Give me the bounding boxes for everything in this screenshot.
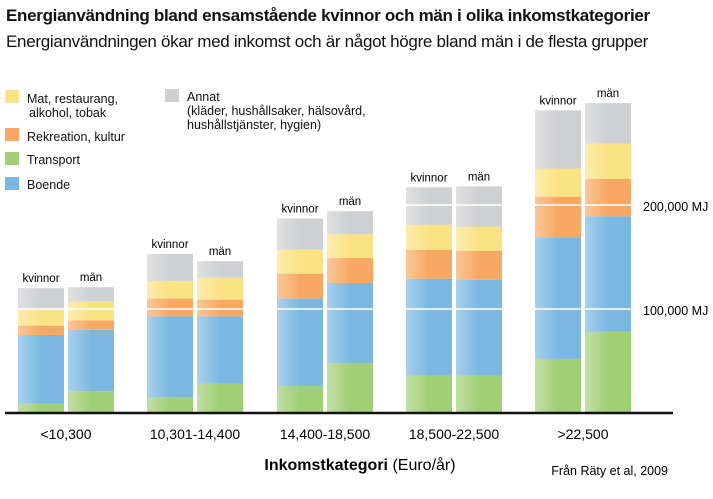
bar-label-kvinnor: kvinnor <box>22 273 59 285</box>
bar-segment-shade <box>68 301 114 321</box>
legend-swatch-annat <box>165 89 179 102</box>
bar-segment-shade <box>406 249 452 279</box>
bar-segment-shade <box>18 335 64 404</box>
bar-segment-shade <box>197 299 243 317</box>
bar-segment-shade <box>585 143 631 179</box>
y-tick-label: 200,000 MJ <box>643 200 708 214</box>
bar-segment-shade <box>406 224 452 250</box>
bar-segment-shade <box>535 237 581 359</box>
legend-swatch-transport <box>5 152 19 165</box>
bar-segment-shade <box>147 316 193 398</box>
chart-title: Energianvändning bland ensamstående kvin… <box>6 6 650 25</box>
bar-segment-shade <box>327 283 373 364</box>
bar-segment-shade <box>277 298 323 386</box>
bar-segment-shade <box>585 331 631 413</box>
bar-segment-shade <box>18 288 64 311</box>
bar-label-kvinnor: kvinnor <box>539 95 576 107</box>
legend-swatch-rekreation <box>5 128 19 141</box>
bar-segment-shade <box>197 261 243 278</box>
bar-segment-shade <box>456 375 502 413</box>
bar-segment-shade <box>197 277 243 300</box>
bar-segment-shade <box>456 186 502 227</box>
bar-segment-shade <box>197 383 243 413</box>
bar-segment-shade <box>327 363 373 413</box>
legend-item-rekreation: Rekreation, kultur <box>27 130 125 144</box>
bar-segment-shade <box>535 168 581 197</box>
bar-segment-shade <box>456 279 502 376</box>
legend-item-annat: Annat (kläder, hushållsaker, hälsovård, hu… <box>187 90 366 132</box>
bar-segment-shade <box>535 110 581 169</box>
x-tick-label: <10,300 <box>41 426 92 442</box>
bar-segment-shade <box>406 375 452 413</box>
bar-segment-shade <box>327 258 373 283</box>
bar-segment-shade <box>68 391 114 413</box>
bar-label-kvinnor: kvinnor <box>410 172 447 184</box>
bar-segment-shade <box>327 234 373 259</box>
bar-segment-shade <box>277 249 323 274</box>
x-tick-label: 14,400-18,500 <box>280 426 371 442</box>
chart-subtitle: Energianvändningen ökar med inkomst och … <box>6 32 649 51</box>
bar-segment-shade <box>147 298 193 317</box>
bar-segment-shade <box>535 358 581 413</box>
bar-segment-shade <box>68 287 114 302</box>
bar-segment-shade <box>147 280 193 299</box>
bar-segment-shade <box>277 385 323 413</box>
x-tick-label: >22,500 <box>558 426 609 442</box>
legend-swatch-boende <box>5 177 19 190</box>
legend-item-boende: Boende <box>27 178 71 192</box>
bar-label-man: män <box>468 171 490 183</box>
bar-segment-shade <box>18 403 64 413</box>
bar-label-man: män <box>597 88 619 100</box>
legend-item-mat: Mat, restaurang, alkohol, tobak <box>27 92 119 120</box>
bar-segment-shade <box>585 216 631 332</box>
bar-segment-shade <box>585 103 631 144</box>
bar-segment-shade <box>456 250 502 280</box>
bar-segment-shade <box>406 187 452 225</box>
bar-segment-shade <box>18 310 64 326</box>
bar-segment-shade <box>277 218 323 250</box>
bar-segment-shade <box>68 329 114 392</box>
bar-label-man: män <box>339 196 361 208</box>
x-axis-title: Inkomstkategori (Euro/år) <box>264 456 455 474</box>
bar-segment-shade <box>456 226 502 251</box>
bar-segment-shade <box>585 179 631 217</box>
x-tick-label: 18,500-22,500 <box>409 426 500 442</box>
bar-segment-shade <box>535 196 581 238</box>
bar-label-kvinnor: kvinnor <box>151 239 188 251</box>
legend-swatch-mat <box>5 90 19 103</box>
source-note: Från Räty et al, 2009 <box>551 464 668 478</box>
bar-segment-shade <box>277 273 323 299</box>
bar-segment-shade <box>147 253 193 281</box>
legend-item-transport: Transport <box>27 153 81 167</box>
bar-label-man: män <box>80 272 102 284</box>
bar-segment-shade <box>147 397 193 413</box>
x-tick-label: 10,301-14,400 <box>150 426 241 442</box>
y-tick-label: 100,000 MJ <box>643 304 708 318</box>
bar-segment-shade <box>18 325 64 335</box>
bar-label-kvinnor: kvinnor <box>281 204 318 216</box>
bar-segment-shade <box>197 316 243 384</box>
bar-segment-shade <box>406 278 452 376</box>
bar-segment-shade <box>68 320 114 330</box>
bar-segment-shade <box>327 211 373 235</box>
bar-label-man: män <box>209 246 231 258</box>
